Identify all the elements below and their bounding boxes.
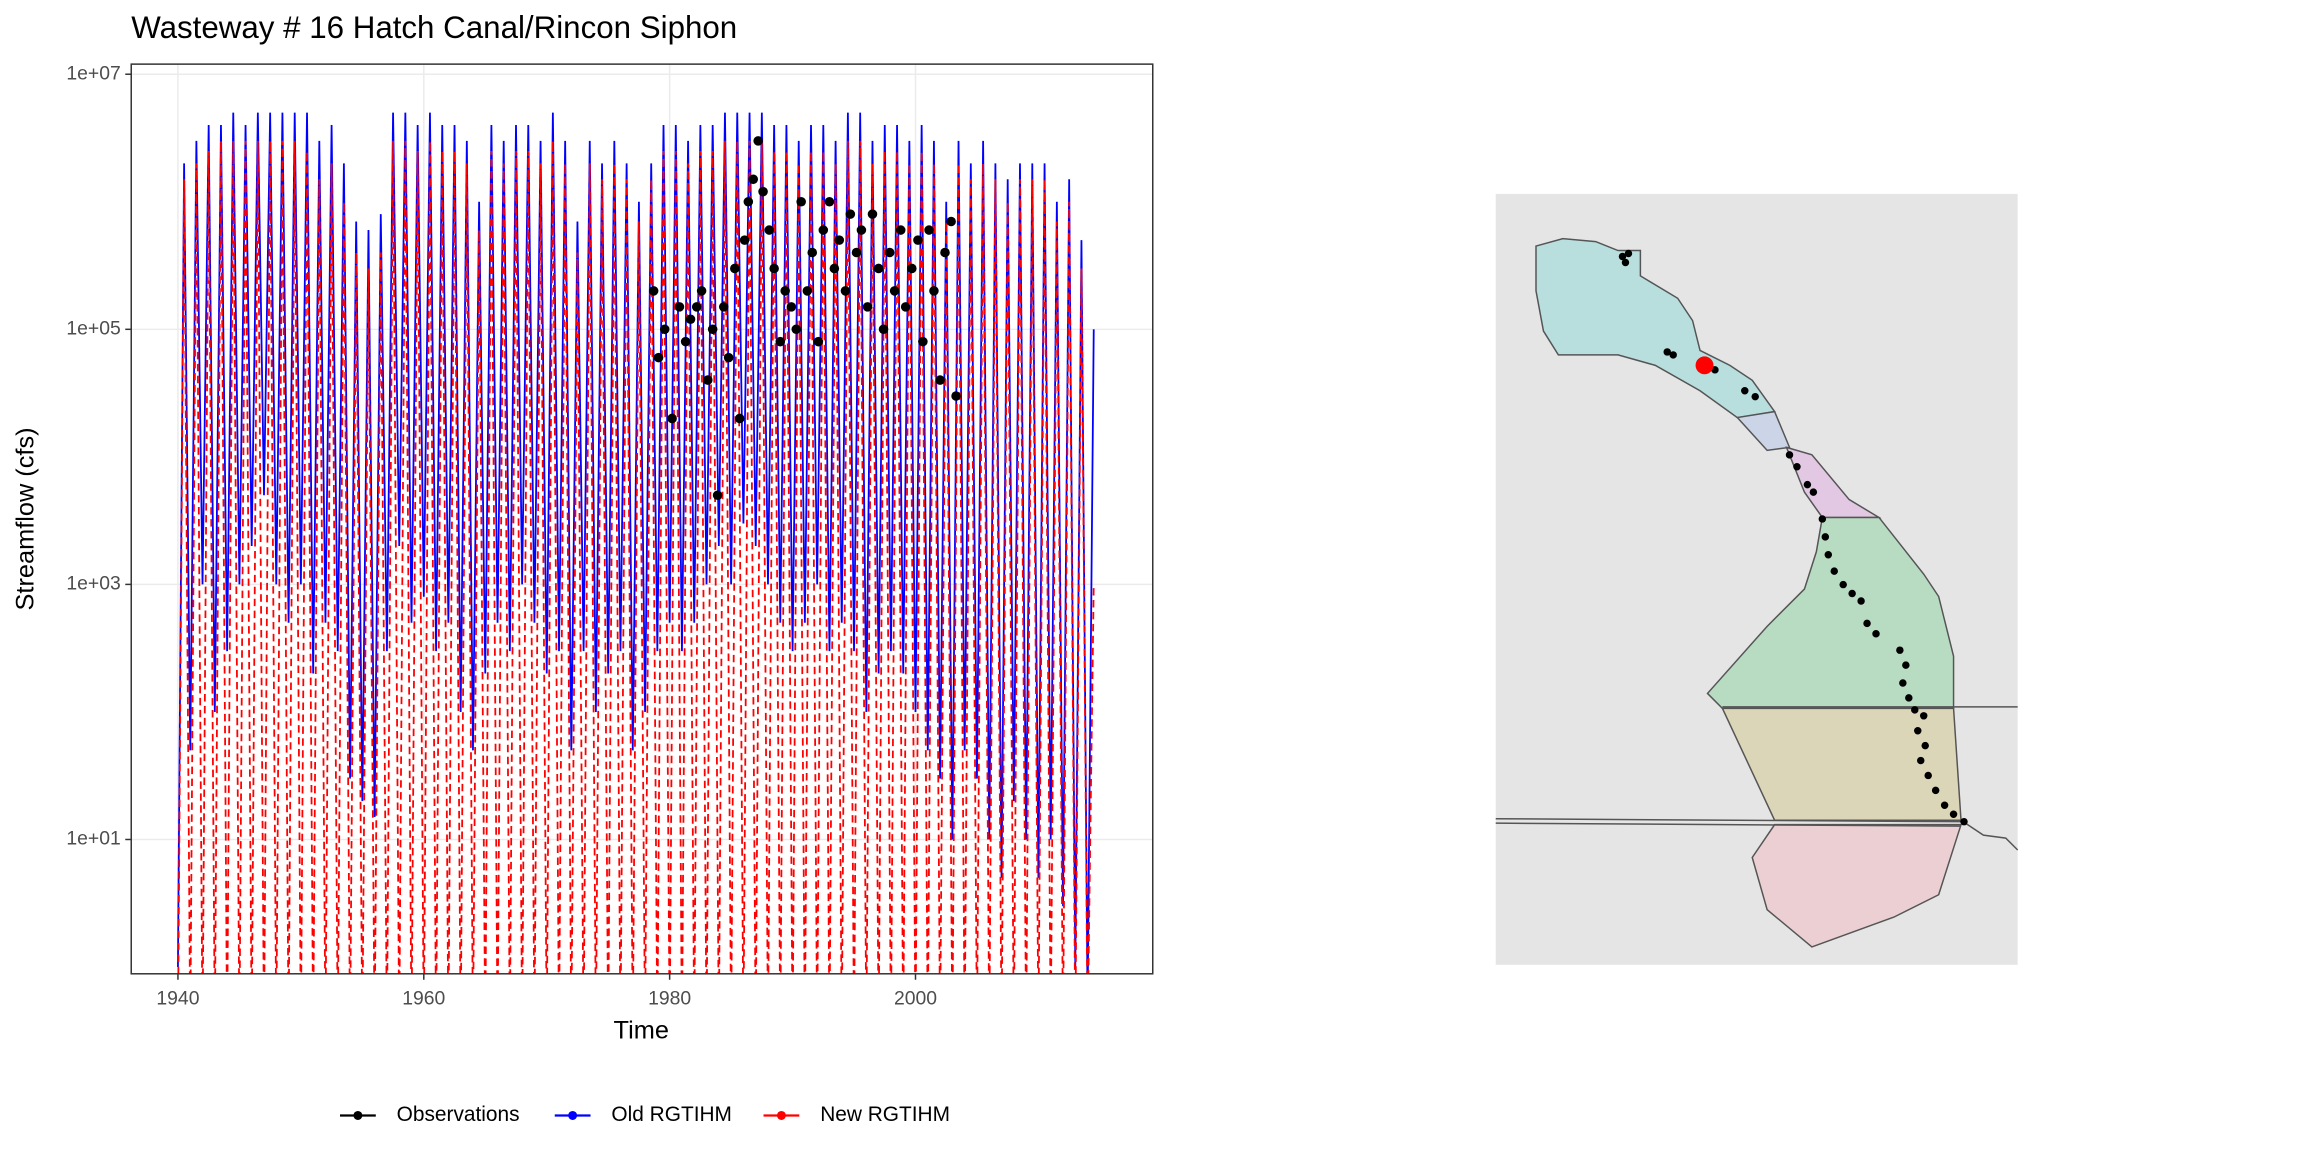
observation-point xyxy=(807,247,818,258)
observation-point xyxy=(924,225,934,235)
observation-point xyxy=(856,225,867,235)
observation-point xyxy=(796,196,806,207)
observation-point xyxy=(702,375,713,385)
observation-point xyxy=(818,225,829,235)
map xyxy=(1495,193,2019,965)
observation-point xyxy=(913,235,923,245)
series-line xyxy=(177,140,1095,974)
observation-point xyxy=(851,247,862,258)
y-tick-label: 1e+05 xyxy=(66,317,120,339)
observation-point xyxy=(918,336,928,347)
observation-point xyxy=(748,174,759,185)
observation-point xyxy=(935,375,945,385)
observation-point xyxy=(707,324,718,335)
observation-point xyxy=(667,413,677,424)
observation-point xyxy=(929,286,939,296)
boundary xyxy=(1495,817,1962,823)
y-axis-title: Streamflow (cfs) xyxy=(12,427,40,610)
observation-point xyxy=(775,336,786,347)
region xyxy=(1735,410,1791,452)
chart-title: Wasteway # 16 Hatch Canal/Rincon Siphon xyxy=(131,10,737,45)
observation-point xyxy=(900,302,911,312)
observation-point xyxy=(734,413,745,424)
observation-point xyxy=(840,286,851,296)
observation-point xyxy=(712,490,723,501)
axes: 1e+01 1e+03 1e+05 1e+07 1940 1960 1980 2000 xyxy=(66,62,937,1009)
x-axis-title: Time xyxy=(614,1017,669,1045)
observation-point xyxy=(691,302,702,312)
observation-point xyxy=(951,391,961,401)
observation-point xyxy=(845,209,856,219)
y-tick-label: 1e+07 xyxy=(66,62,120,84)
observation-point xyxy=(834,235,845,245)
observation-point xyxy=(907,263,917,274)
observation-point xyxy=(862,302,873,312)
observation-point xyxy=(718,302,729,312)
x-tick-label: 2000 xyxy=(894,987,937,1009)
observation-point xyxy=(940,247,950,258)
y-tick-label: 1e+03 xyxy=(66,573,120,595)
observation-point xyxy=(824,196,835,207)
plot-area xyxy=(177,112,1095,974)
legend-key-point xyxy=(353,1110,363,1120)
y-tick-label: 1e+01 xyxy=(66,828,120,850)
observation-point xyxy=(829,263,840,274)
legend-key-point xyxy=(568,1110,578,1120)
x-tick-label: 1960 xyxy=(402,987,445,1009)
plot-border xyxy=(130,63,1154,975)
observation-point xyxy=(753,136,763,146)
observation-point xyxy=(802,286,813,296)
legend-label: Observations xyxy=(397,1103,520,1126)
legend-label: New RGTIHM xyxy=(820,1103,950,1126)
observation-point xyxy=(653,352,664,363)
selected-station xyxy=(1695,356,1714,375)
legend-label: Old RGTIHM xyxy=(611,1103,732,1126)
x-tick-label: 1940 xyxy=(156,987,199,1009)
observation-point xyxy=(758,186,768,197)
observation-point xyxy=(867,209,878,219)
observation-point xyxy=(764,225,774,235)
legend-key-point xyxy=(776,1110,786,1120)
observation-point xyxy=(739,235,750,245)
observation-point xyxy=(873,263,884,274)
observation-point xyxy=(730,263,740,274)
boundary xyxy=(1960,819,2019,851)
region xyxy=(1751,823,1963,948)
observation-point xyxy=(813,336,824,347)
boundary xyxy=(1495,822,1962,827)
observation-point xyxy=(648,286,659,296)
observation-point xyxy=(786,302,797,312)
observation-point xyxy=(696,286,707,296)
observation-point xyxy=(895,225,906,235)
observation-point xyxy=(780,286,790,296)
observation-point xyxy=(674,302,685,312)
observation-point xyxy=(680,336,691,347)
observation-point xyxy=(884,247,895,258)
station-points xyxy=(1618,249,1968,826)
observation-point xyxy=(685,314,696,324)
observation-point xyxy=(889,286,900,296)
observation-point xyxy=(659,324,670,335)
x-tick-label: 1980 xyxy=(648,987,691,1009)
observation-point xyxy=(743,196,754,207)
observation-point xyxy=(769,263,779,274)
legend: Observations Old RGTIHM New RGTIHM xyxy=(340,1103,950,1126)
observation-point xyxy=(946,216,956,227)
observation-point xyxy=(723,352,734,363)
observation-point xyxy=(878,324,889,335)
observation-point xyxy=(791,324,802,335)
